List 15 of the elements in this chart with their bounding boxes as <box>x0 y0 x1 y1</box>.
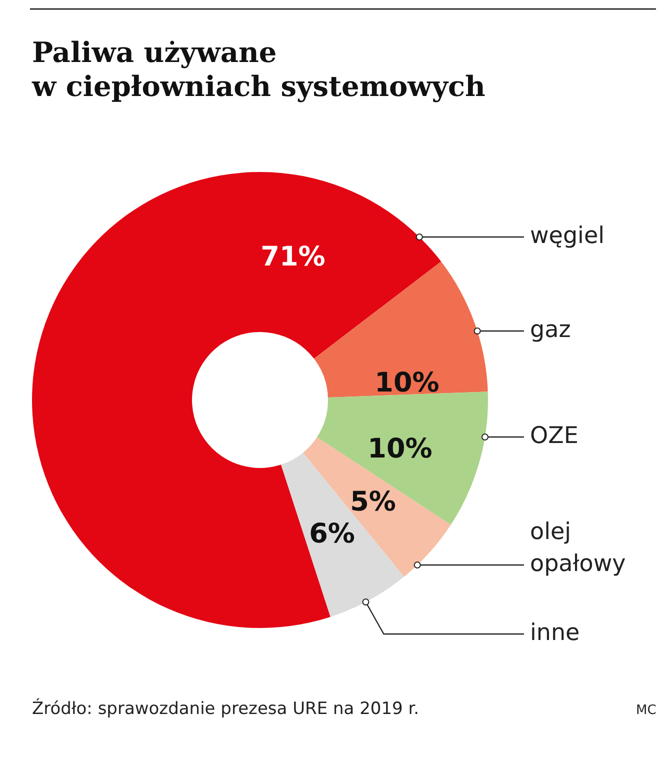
text: Źródło: sprawozdanie prezesa URE na 2019 r. <box>32 698 420 719</box>
donut-slice <box>32 172 442 628</box>
data-label: 10% <box>368 433 432 464</box>
slice-label: węgiel <box>530 223 604 250</box>
text: MC <box>636 703 656 718</box>
slice-label: gaz <box>530 317 571 344</box>
donut-slice <box>302 437 451 577</box>
slice-label: OZE <box>530 423 578 450</box>
chart-title: Paliwa używane w ciepłowniach systemowych <box>31 36 486 103</box>
data-label: 5% <box>350 486 396 518</box>
data-label: 6% <box>309 518 355 550</box>
data-label: 71% <box>260 241 326 272</box>
slice-label: inne <box>530 620 580 646</box>
slice-label: olej opałowy <box>530 519 626 578</box>
data-label: 10% <box>374 367 440 398</box>
